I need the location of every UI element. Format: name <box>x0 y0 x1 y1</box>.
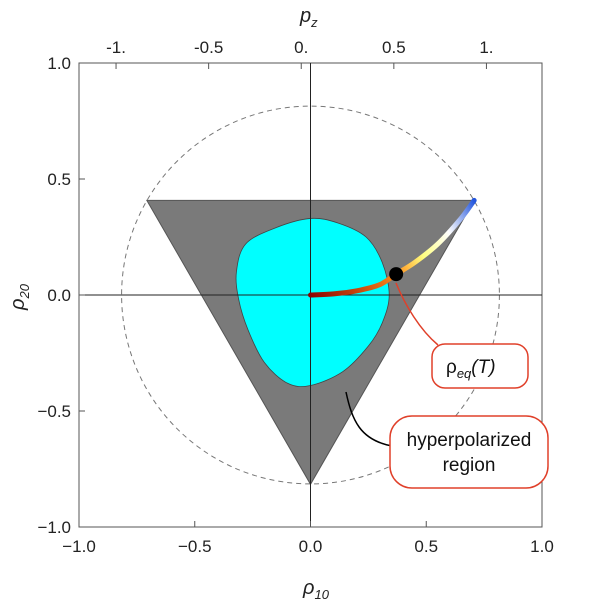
hyper-callout-connector <box>345 391 393 447</box>
x-tick-label: 0.0 <box>299 537 323 556</box>
top-tick-label: 0. <box>294 38 308 57</box>
eq-callout-box <box>431 343 529 389</box>
eq-marker-point <box>389 267 404 282</box>
hyper-callout-line1: hyperpolarized <box>407 430 532 451</box>
x-tick-label: 0.5 <box>414 537 438 556</box>
eq-callout-label: ρeq(T) <box>446 357 496 381</box>
x-tick-label: −0.5 <box>178 537 212 556</box>
top-tick-label: -1. <box>106 38 126 57</box>
y-tick-label: −0.5 <box>37 402 71 421</box>
eq-callout-connector <box>395 282 439 346</box>
plot-area <box>79 63 542 527</box>
hyper-callout-box <box>389 415 549 489</box>
top-tick-label: 0.5 <box>382 38 406 57</box>
x-tick-label: −1.0 <box>62 537 96 556</box>
top-axis-title: pz <box>299 5 318 30</box>
ticks-group: −1.0 −0.5 0.0 0.5 1.0 −1.0 −0.5 0.0 0.5 1.0 -1. -0.… <box>37 38 553 556</box>
y-tick-label: 1.0 <box>47 54 71 73</box>
hyper-callout-line2: region <box>443 455 496 476</box>
top-tick-label: 1. <box>479 38 493 57</box>
y-tick-label: −1.0 <box>37 518 71 537</box>
cyan-region <box>235 217 390 388</box>
x-tick-label: 1.0 <box>530 537 554 556</box>
y-axis-title: ρ20 <box>7 283 32 311</box>
top-tick-label: -0.5 <box>194 38 223 57</box>
y-tick-label: 0.0 <box>47 286 71 305</box>
x-axis-title: ρ10 <box>302 577 330 600</box>
y-tick-label: 0.5 <box>47 170 71 189</box>
